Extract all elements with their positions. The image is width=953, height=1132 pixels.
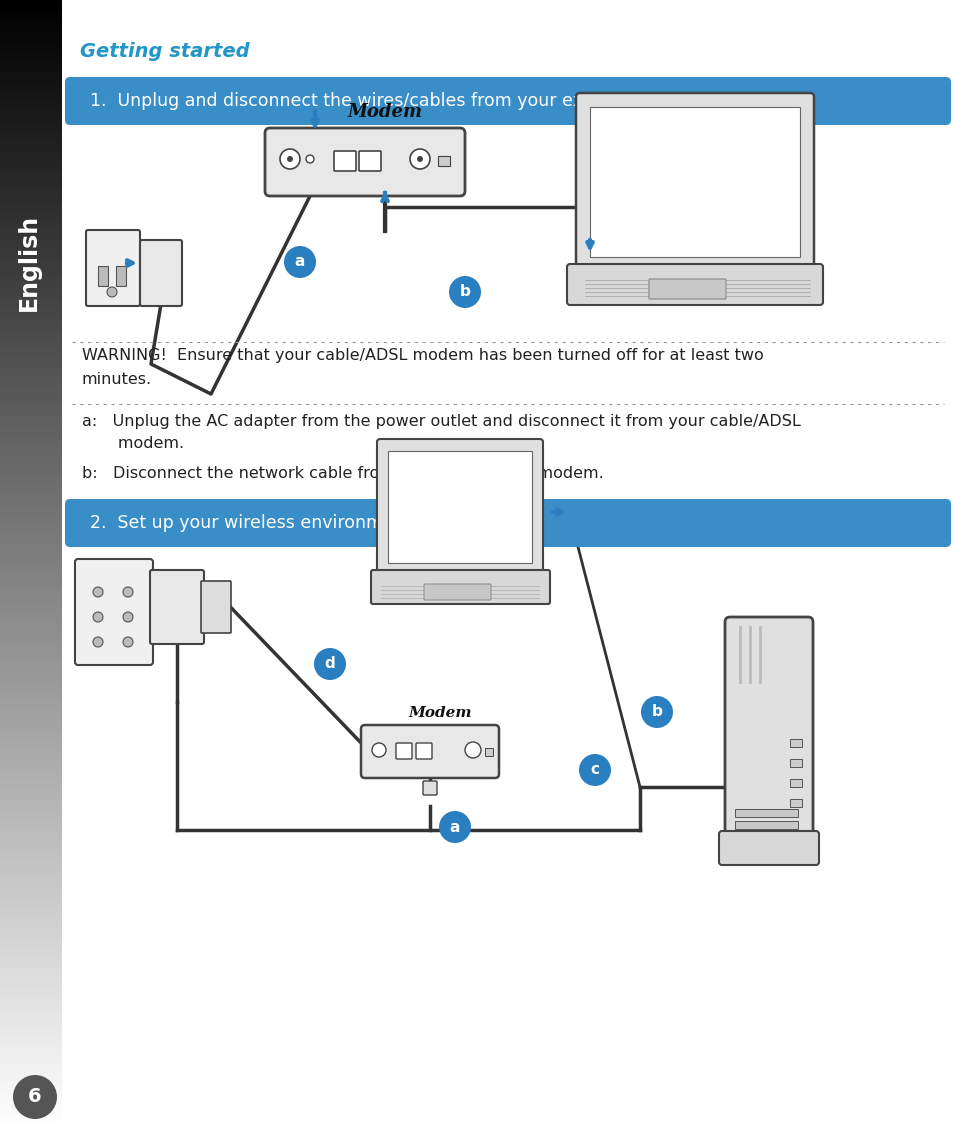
FancyBboxPatch shape [719, 831, 818, 865]
Circle shape [640, 696, 672, 728]
Bar [484, 748, 493, 756]
Text: Modem: Modem [347, 103, 422, 121]
FancyBboxPatch shape [201, 581, 231, 633]
Text: c: c [590, 763, 598, 778]
Circle shape [438, 811, 471, 843]
Bar [116, 266, 126, 286]
FancyBboxPatch shape [376, 439, 542, 575]
Circle shape [578, 754, 610, 786]
Circle shape [123, 637, 132, 648]
Text: a: a [450, 820, 459, 834]
Text: 6: 6 [29, 1088, 42, 1106]
Circle shape [92, 637, 103, 648]
FancyBboxPatch shape [150, 571, 204, 644]
Bar [789, 758, 801, 767]
Text: Getting started: Getting started [80, 42, 250, 61]
FancyBboxPatch shape [566, 264, 822, 305]
FancyBboxPatch shape [75, 559, 152, 664]
FancyBboxPatch shape [65, 77, 950, 125]
FancyBboxPatch shape [265, 128, 464, 196]
Circle shape [284, 246, 315, 278]
FancyBboxPatch shape [395, 743, 412, 758]
Circle shape [123, 588, 132, 597]
FancyBboxPatch shape [140, 240, 182, 306]
FancyBboxPatch shape [422, 781, 436, 795]
Text: b:   Disconnect the network cable from your cable/ADSL modem.: b: Disconnect the network cable from you… [82, 466, 603, 481]
Text: WARNING!  Ensure that your cable/ADSL modem has been turned off for at least two: WARNING! Ensure that your cable/ADSL mod… [82, 348, 763, 363]
Text: 2.  Set up your wireless environment.: 2. Set up your wireless environment. [90, 514, 416, 532]
Text: d: d [324, 657, 335, 671]
FancyBboxPatch shape [576, 93, 813, 271]
FancyBboxPatch shape [648, 278, 725, 299]
Circle shape [13, 1075, 57, 1120]
Circle shape [314, 648, 346, 680]
Circle shape [306, 155, 314, 163]
FancyBboxPatch shape [423, 584, 491, 600]
Text: a:   Unplug the AC adapter from the power outlet and disconnect it from your cab: a: Unplug the AC adapter from the power … [82, 414, 800, 429]
Bar [789, 779, 801, 787]
FancyBboxPatch shape [65, 499, 950, 547]
Circle shape [372, 743, 386, 757]
Bar [734, 821, 797, 829]
Text: b: b [651, 704, 661, 720]
Bar [437, 156, 450, 166]
Circle shape [92, 588, 103, 597]
Circle shape [464, 741, 480, 758]
Text: minutes.: minutes. [82, 372, 152, 387]
Circle shape [280, 149, 299, 169]
FancyBboxPatch shape [371, 571, 550, 604]
Circle shape [416, 156, 422, 162]
Bar [734, 809, 797, 817]
Circle shape [92, 612, 103, 621]
FancyBboxPatch shape [416, 743, 432, 758]
Circle shape [123, 612, 132, 621]
Circle shape [287, 156, 293, 162]
Text: b: b [459, 284, 470, 300]
Bar [789, 799, 801, 807]
Bar [388, 451, 532, 563]
Bar [589, 108, 800, 257]
FancyBboxPatch shape [358, 151, 380, 171]
Text: 1.  Unplug and disconnect the wires/cables from your existing modem setup.: 1. Unplug and disconnect the wires/cable… [90, 92, 762, 110]
FancyBboxPatch shape [86, 230, 140, 306]
FancyBboxPatch shape [724, 617, 812, 842]
Bar [98, 266, 108, 286]
Text: modem.: modem. [82, 436, 184, 451]
Circle shape [410, 149, 430, 169]
Circle shape [107, 288, 117, 297]
Text: Modem: Modem [408, 706, 471, 720]
Text: a: a [294, 255, 305, 269]
Bar [789, 739, 801, 747]
FancyBboxPatch shape [360, 724, 498, 778]
FancyBboxPatch shape [334, 151, 355, 171]
Circle shape [449, 276, 480, 308]
Text: English: English [17, 214, 41, 310]
